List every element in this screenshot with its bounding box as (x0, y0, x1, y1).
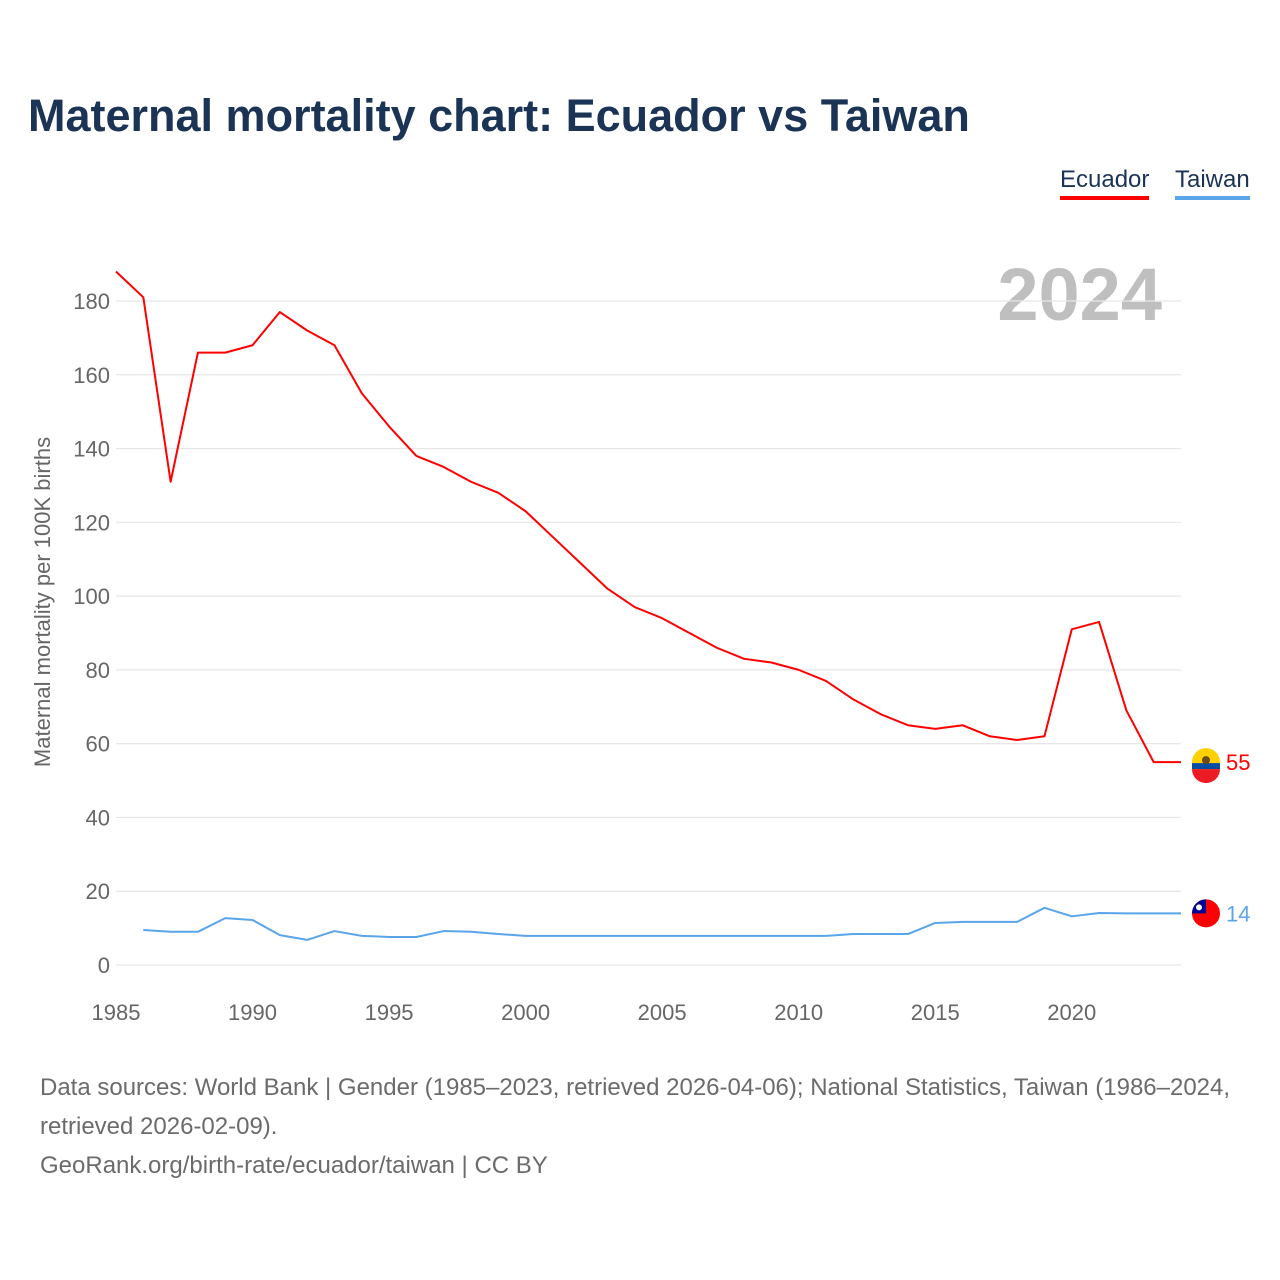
end-label-ecuador: 55 (1226, 750, 1250, 775)
sources-text: Data sources: World Bank | Gender (1985–… (40, 1074, 1231, 1140)
y-tick-label: 60 (86, 732, 110, 757)
x-tick-label: 2005 (638, 1000, 687, 1025)
series-line-ecuador (115, 270, 1181, 764)
x-tick-label: 1990 (228, 1000, 277, 1025)
legend-ecuador[interactable]: Ecuador (1060, 166, 1150, 200)
x-tick-label: 2000 (501, 1000, 550, 1025)
source-link[interactable]: GeoRank.org/birth-rate/ecuador/taiwan | … (40, 1152, 548, 1179)
taiwan-flag-sun (1196, 904, 1202, 911)
ecuador-emblem (1202, 756, 1210, 765)
chart-title: Maternal mortality chart: Ecuador vs Tai… (28, 90, 970, 141)
ecuador-flag-red (1192, 769, 1220, 784)
y-tick-label: 140 (73, 437, 110, 462)
ecuador-flag-blue (1192, 763, 1220, 770)
y-tick-label: 40 (86, 805, 110, 830)
y-tick-label: 180 (73, 289, 110, 314)
y-tick-label: 100 (73, 584, 110, 609)
y-tick-label: 160 (73, 363, 110, 388)
x-tick-label: 2020 (1047, 1000, 1096, 1025)
x-tick-label: 2010 (774, 1000, 823, 1025)
legend-taiwan[interactable]: Taiwan (1175, 166, 1250, 200)
end-label-taiwan: 14 (1226, 901, 1250, 926)
sources-note: Data sources: World Bank | Gender (1985–… (40, 1068, 1240, 1185)
x-tick-label: 1985 (92, 1000, 141, 1025)
y-tick-label: 120 (73, 510, 110, 535)
year-label: 2024 (997, 253, 1162, 336)
y-tick-label: 20 (86, 879, 110, 904)
y-tick-label: 0 (98, 953, 110, 978)
x-tick-label: 1995 (365, 1000, 414, 1025)
y-axis-label: Maternal mortality per 100K births (30, 437, 55, 767)
series-line-taiwan (143, 906, 1181, 941)
y-tick-label: 80 (86, 658, 110, 683)
x-tick-label: 2015 (911, 1000, 960, 1025)
